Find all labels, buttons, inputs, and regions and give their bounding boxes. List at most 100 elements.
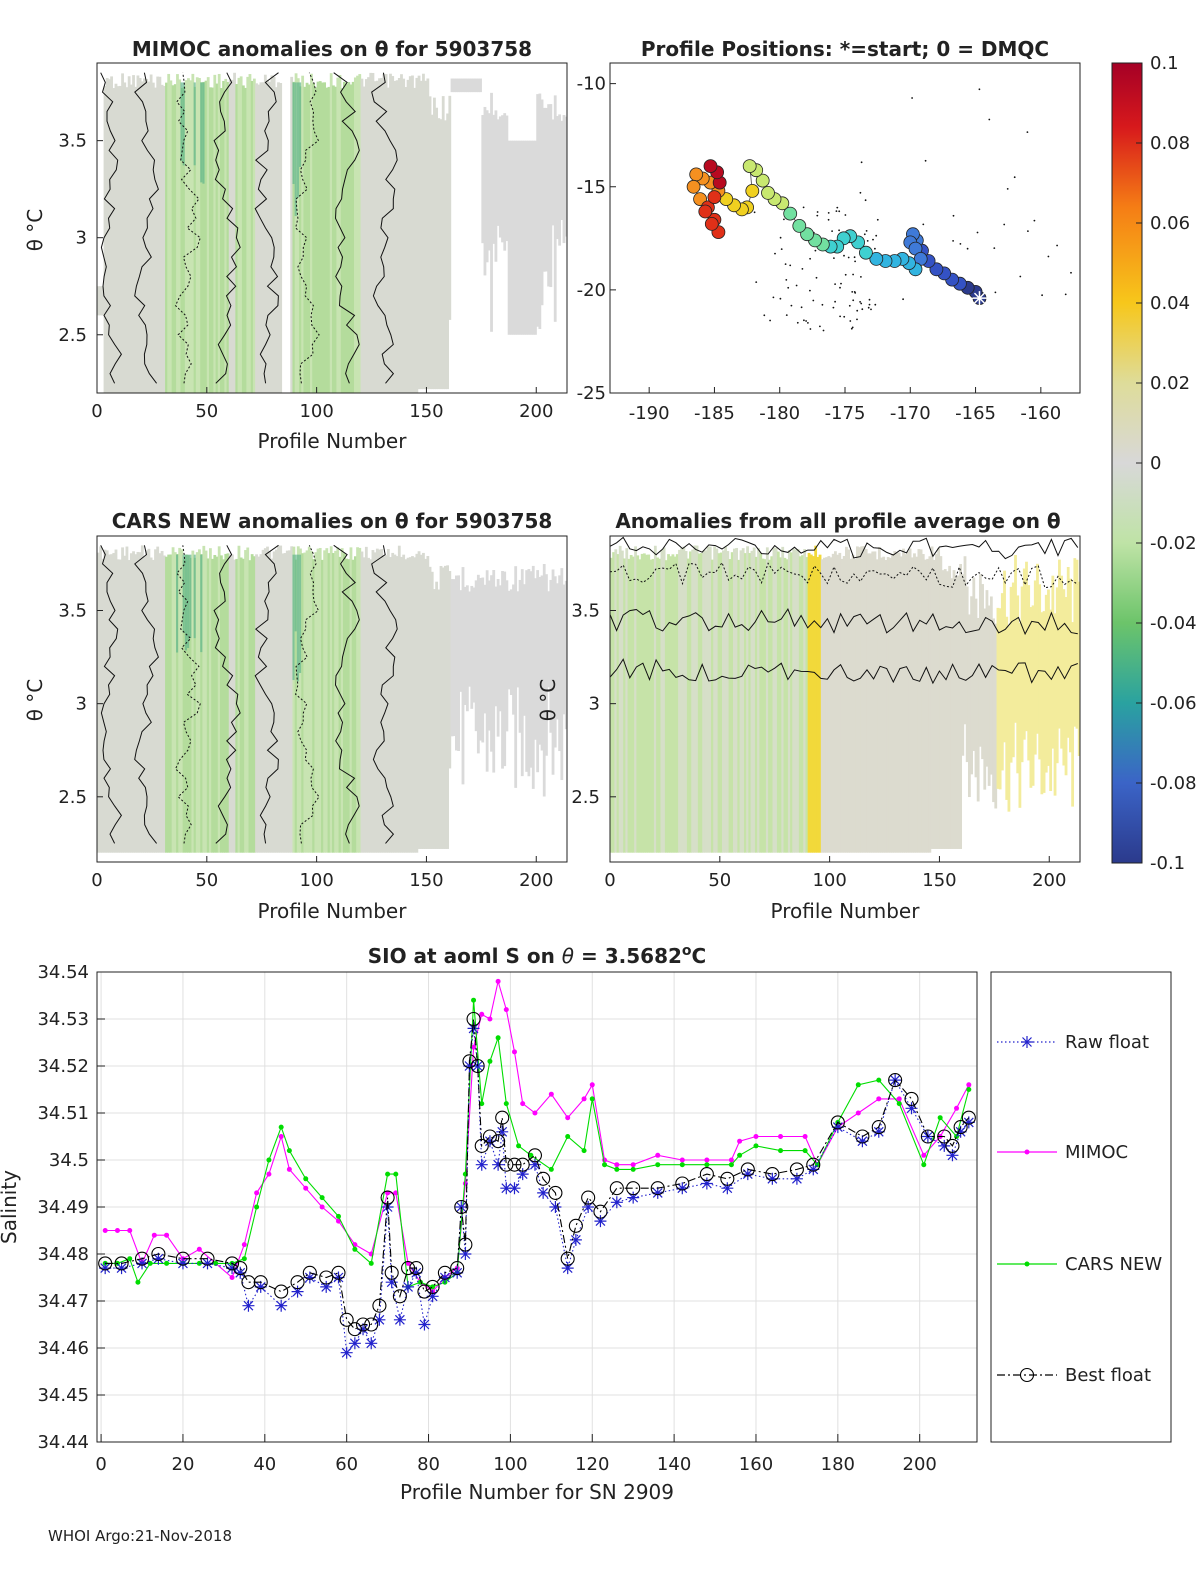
heatmap-column [367, 557, 370, 853]
heatmap-column [263, 74, 267, 393]
heatmap-column [435, 107, 439, 390]
cars-xlabel: Profile Number [258, 899, 408, 923]
model-marker [896, 1101, 902, 1107]
best-float-marker [470, 1058, 485, 1074]
heatmap-column [397, 78, 401, 393]
island-speck [851, 326, 854, 329]
mimoc-ytick-label: 2.5 [58, 325, 87, 346]
raw-float-marker [831, 1121, 844, 1134]
cars-ytick-label: 2.5 [58, 787, 87, 808]
heatmap-column [1073, 558, 1077, 727]
heatmap-column [634, 546, 637, 853]
colorbar: 0.1 0.08 0.06 0.04 0.02 0 -0.02 -0.04 -0.06 -0.08… [1111, 53, 1197, 874]
heatmap-column [332, 85, 335, 393]
heatmap-column [129, 553, 133, 853]
island-speck [843, 254, 845, 257]
heatmap-column [649, 559, 653, 853]
heatmap-column [853, 558, 857, 853]
heatmap-column [340, 548, 344, 853]
heatmap-column [514, 566, 518, 788]
heatmap-column [263, 548, 267, 853]
heatmap-column [770, 556, 774, 853]
best-float-marker [699, 1167, 714, 1182]
heatmap-column [239, 557, 243, 853]
island-speck [819, 325, 821, 328]
heatmap-column [516, 140, 520, 335]
heatmap-column [351, 559, 355, 853]
heatmap-column [757, 548, 760, 853]
heatmap-column [134, 554, 138, 853]
island-speck [816, 211, 819, 213]
contour-line [254, 72, 279, 384]
salinity-xtick-label: 180 [821, 1454, 855, 1475]
heatmap-column [1025, 561, 1028, 732]
best-float-marker [474, 1138, 489, 1153]
heatmap-column [323, 550, 327, 853]
island-speck [843, 315, 846, 318]
heatmap-column [327, 86, 331, 393]
heatmap-column [485, 110, 489, 263]
model-marker [753, 1143, 759, 1149]
model-marker [728, 1162, 734, 1168]
island-speck [856, 309, 859, 312]
heatmap-column [211, 558, 215, 853]
heatmap-column [270, 75, 274, 393]
heatmap-column [919, 549, 923, 853]
heatmap-column [307, 546, 311, 853]
salinity-title-degree: o [682, 943, 692, 959]
heatmap-column [1029, 607, 1033, 788]
heatmap-streak [202, 82, 205, 184]
island-speck [832, 306, 835, 309]
heatmap-column [801, 555, 804, 853]
heatmap-column [562, 584, 566, 715]
model-marker [229, 1275, 235, 1280]
heatmap-column [1031, 605, 1035, 786]
heatmap-column [191, 550, 195, 853]
heatmap-column [198, 78, 201, 393]
heatmap-column [702, 550, 706, 853]
heatmap-column [485, 570, 489, 772]
footer-credit: WHOI Argo:21-Nov-2018 [48, 1527, 232, 1545]
heatmap-column [288, 550, 291, 853]
heatmap-column [105, 78, 109, 393]
heatmap-streak [296, 554, 300, 682]
salinity-series [98, 978, 976, 1359]
island-speck [807, 322, 809, 324]
heatmap-column [118, 559, 122, 853]
heatmap-column [913, 553, 916, 853]
best-float-marker [417, 1284, 432, 1299]
best-float-marker [740, 1162, 755, 1177]
heatmap-column [200, 82, 204, 393]
salinity-xtick-label: 120 [575, 1454, 609, 1475]
heatmap-column [507, 140, 511, 335]
heatmap-column [551, 119, 555, 226]
heatmap-streak [187, 554, 190, 648]
heatmap-column [200, 554, 204, 853]
heatmap-column [741, 548, 745, 853]
heatmap-column [446, 565, 450, 849]
island-speck [860, 276, 862, 278]
raw-float-marker [872, 1125, 885, 1138]
heatmap-column [226, 553, 230, 853]
model-marker [1024, 1149, 1030, 1155]
heatmap-column [950, 578, 954, 849]
heatmap-column [474, 78, 478, 93]
heatmap-column [697, 553, 701, 853]
island-speck [959, 243, 962, 245]
heatmap-column [437, 589, 441, 849]
best-float-marker [151, 1246, 166, 1262]
cars-anomaly-panel: CARS NEW anomalies on θ for 5903758 0 50 1… [23, 509, 568, 923]
heatmap-column [715, 548, 719, 853]
heatmap-column [439, 566, 443, 849]
heatmap-column [241, 558, 245, 853]
heatmap-column [706, 546, 710, 853]
heatmap-column [228, 554, 232, 853]
cars-xtick-label: 200 [519, 870, 553, 891]
salinity-title-theta: θ [562, 944, 574, 968]
heatmap-column [1000, 593, 1004, 771]
heatmap-column [250, 80, 254, 393]
heatmap-column [527, 140, 531, 335]
best-float-marker [458, 1237, 473, 1252]
island-speck [1003, 223, 1006, 226]
heatmap-column [349, 84, 353, 393]
